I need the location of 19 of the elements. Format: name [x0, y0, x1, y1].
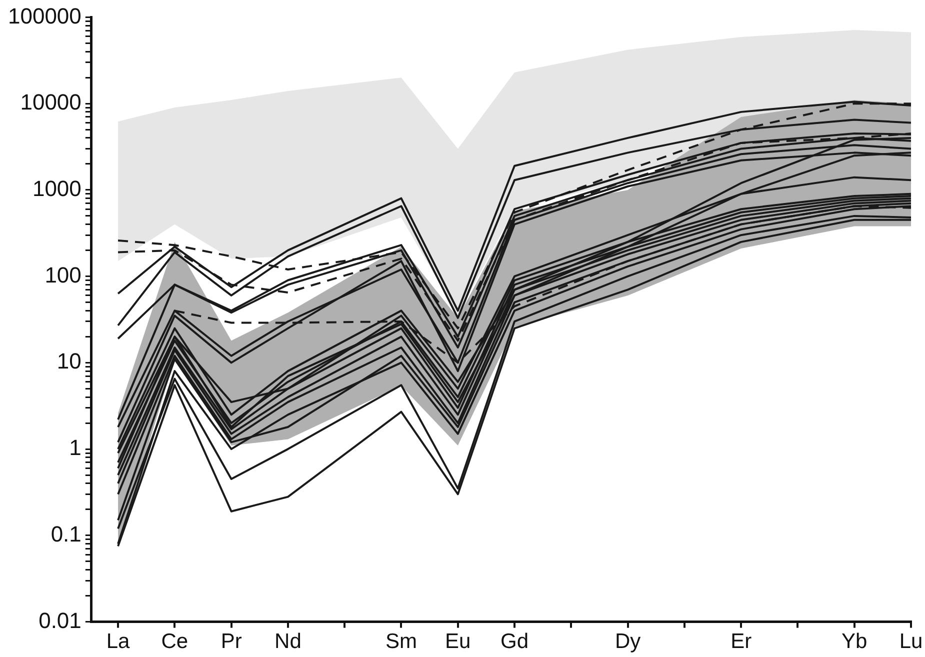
x-tick-label: Er	[730, 630, 752, 654]
y-tick-label: 100	[44, 262, 82, 288]
x-tick-label: Dy	[614, 630, 642, 654]
x-tick-label: Nd	[274, 630, 302, 654]
x-tick-label: Ce	[161, 630, 188, 654]
x-tick-label: Lu	[899, 630, 923, 654]
y-tick-label: 0.01	[38, 608, 82, 633]
y-tick-label: 10	[56, 348, 82, 374]
x-tick-label: Yb	[842, 630, 868, 654]
x-tick-label: La	[106, 630, 130, 654]
y-tick-label: 1000	[32, 176, 82, 202]
x-tick-label: Sm	[385, 630, 417, 654]
x-tick-label: Pr	[220, 630, 242, 654]
y-tick-label: 1	[69, 435, 82, 460]
x-tick-label: Gd	[500, 630, 529, 654]
x-tick-label: Eu	[445, 630, 471, 654]
y-tick-label: 0.1	[50, 521, 82, 546]
y-tick-label: 10000	[20, 90, 82, 115]
y-tick-label: 100000	[8, 3, 82, 28]
